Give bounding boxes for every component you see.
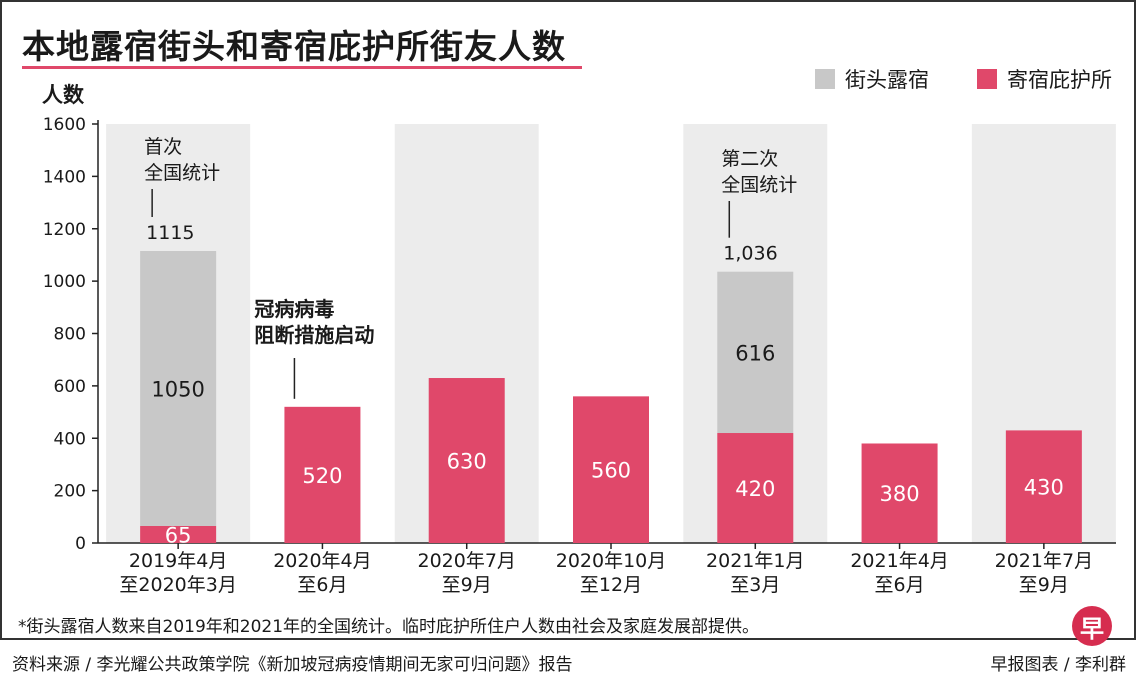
y-tick-label: 200 [54,482,86,502]
y-tick-label: 0 [75,534,86,554]
title-underline [22,66,582,69]
annotation-text: 全国统计 [144,162,220,184]
bar-shelter [717,433,794,543]
y-tick-label: 800 [54,325,86,345]
x-tick-label: 2019年4月 [129,550,227,572]
x-tick-label: 至9月 [442,574,492,596]
y-tick-label: 1600 [43,115,86,135]
data-label-shelter: 380 [880,482,920,506]
footnote: *街头露宿人数来自2019年和2021年的全国统计。临时庇护所住户人数由社会及家… [18,617,760,637]
y-tick-label: 1200 [43,220,86,240]
bar-shelter [140,525,217,543]
x-tick-label: 2020年4月 [273,550,371,572]
annotation-text: 阻断措施启动 [254,323,374,347]
x-tick-label: 2020年7月 [417,550,515,572]
data-label-shelter: 520 [302,464,342,488]
legend-label-street: 街头露宿 [845,68,929,92]
x-tick-label: 至9月 [1019,574,1069,596]
bar-street [717,271,794,434]
x-tick-label: 至6月 [297,574,347,596]
x-tick-label: 2020年10月 [556,550,667,572]
chart-credit: 早报图表 / 李利群 [990,655,1126,675]
data-label-shelter: 560 [591,459,631,483]
data-label-street: 616 [735,341,775,365]
page-title: 本地露宿街头和寄宿庇护所街友人数 [22,27,566,66]
x-tick-label: 至6月 [875,574,925,596]
total-label: 1115 [146,222,194,244]
bar-shelter [1005,430,1082,543]
annotation-text: 第二次 [721,148,778,170]
bar-shelter [284,406,361,543]
legend-swatch-street [815,69,835,89]
annotation-text: 全国统计 [721,174,797,196]
zaobao-logo: 早 [1072,606,1112,646]
x-tick-label: 2021年4月 [850,550,948,572]
y-axis-title: 人数 [42,83,85,107]
data-label-shelter: 420 [735,477,775,501]
data-label-shelter: 430 [1024,476,1064,500]
bar-shelter [573,396,649,543]
y-tick-label: 1400 [43,167,86,187]
source-note: 资料来源 / 李光耀公共政策学院《新加坡冠病疫情期间无家可归问题》报告 [12,655,573,675]
data-label-shelter: 630 [447,450,487,474]
data-label-street: 1050 [151,377,204,401]
y-tick-label: 1000 [43,272,86,292]
x-tick-label: 至2020年3月 [119,574,236,596]
legend-swatch-shelter [977,69,997,89]
x-tick-label: 至12月 [580,574,642,596]
x-tick-label: 2021年1月 [706,550,804,572]
legend-item-street: 街头露宿 [815,64,929,94]
annotation-text: 冠病病毒 [254,297,334,321]
bar-shelter [861,443,938,543]
chart-frame [0,0,1136,640]
y-tick-label: 400 [54,429,86,449]
legend-item-shelter: 寄宿庇护所 [977,64,1112,94]
bar-chart: 人数02004006008001000120014001600105065201… [42,83,1116,596]
bar-street [140,251,217,526]
total-label: 1,036 [723,243,777,265]
bar-shelter [428,378,505,543]
x-tick-label: 至3月 [730,574,780,596]
annotation-text: 首次 [144,136,182,158]
legend-label-shelter: 寄宿庇护所 [1007,68,1112,92]
x-tick-label: 2021年7月 [995,550,1093,572]
y-tick-label: 600 [54,377,86,397]
